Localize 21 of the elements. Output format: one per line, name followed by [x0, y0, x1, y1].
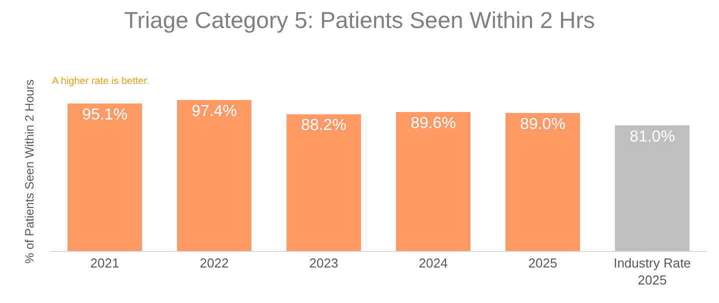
- data-label: 88.2%: [301, 117, 346, 134]
- chart-title: Triage Category 5: Patients Seen Within 2 Hrs: [124, 7, 595, 34]
- x-tick-label: 2022: [200, 256, 229, 271]
- x-tick-label: 2025: [528, 256, 558, 271]
- bar: [286, 114, 361, 251]
- y-axis-title: % of Patients Seen Within 2 Hours: [22, 79, 36, 264]
- x-tick-label: 2024: [418, 256, 448, 271]
- bar: [396, 112, 470, 251]
- bar: [68, 104, 142, 251]
- text: A higher rate is better.: [52, 76, 150, 87]
- x-tick-label: 2021: [90, 256, 120, 271]
- data-label: 97.4%: [192, 102, 237, 120]
- data-label: 95.1%: [82, 106, 128, 124]
- bar: [506, 112, 580, 251]
- data-label: 89.0%: [520, 116, 566, 133]
- data-label: 81.0%: [630, 128, 675, 146]
- bar: [177, 100, 252, 251]
- x-tick-label: Industry Rate 2025: [614, 256, 691, 288]
- x-tick-label: 2023: [309, 256, 338, 271]
- bar: [615, 125, 690, 251]
- data-label: 89.6%: [410, 115, 456, 132]
